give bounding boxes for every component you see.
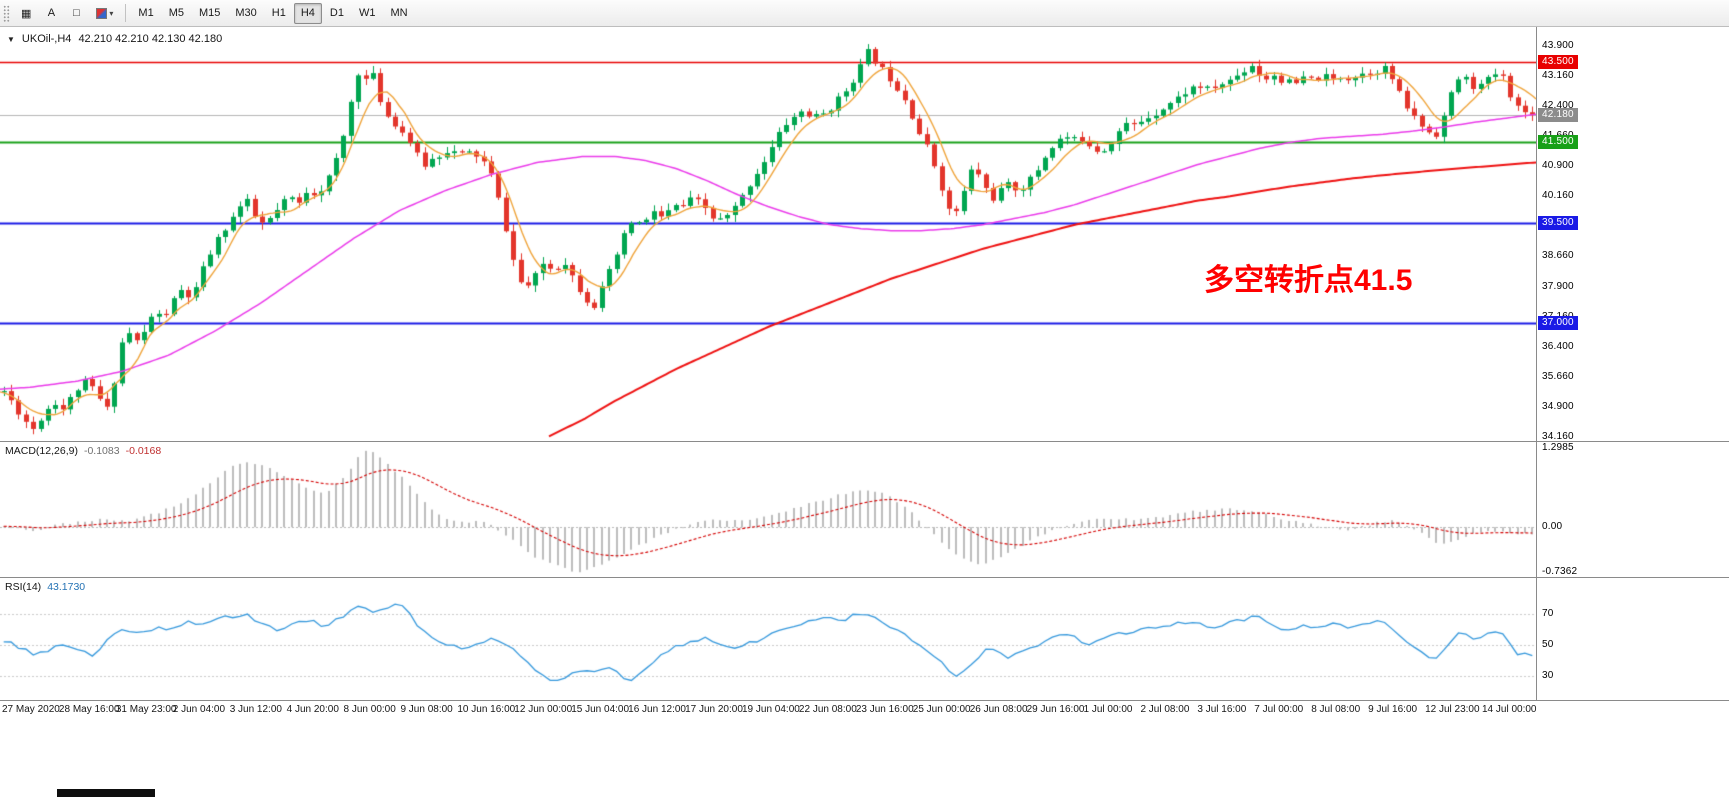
time-axis-label: 15 Jun 04:00 (571, 704, 630, 715)
chart-ohlc-values: 42.210 42.210 42.130 42.180 (78, 33, 223, 45)
time-axis-label: 12 Jul 23:00 (1425, 704, 1480, 715)
text-label-icon: A (47, 7, 56, 19)
price-tick-label: 36.400 (1542, 341, 1574, 353)
price-chart-panel: ▼ UKOil-,H4 42.210 42.210 42.130 42.180 … (0, 27, 1729, 442)
time-axis-label: 29 Jun 16:00 (1026, 704, 1085, 715)
time-axis-label: 10 Jun 16:00 (457, 704, 516, 715)
timeframe-button-m1[interactable]: M1 (131, 3, 160, 24)
tool-group: ▦ A □ ▾ (14, 3, 120, 24)
time-axis-label: 9 Jun 08:00 (400, 704, 453, 715)
time-axis-label: 17 Jun 20:00 (685, 704, 743, 715)
time-axis-label: 4 Jun 20:00 (286, 704, 339, 715)
hline-price-badge: 39.500 (1538, 215, 1578, 230)
time-axis-label: 12 Jun 00:00 (514, 704, 573, 715)
rsi-panel: RSI(14) 43.1730 70 50 30 (0, 577, 1729, 700)
text-label-button[interactable]: A (39, 3, 63, 24)
price-axis-border (1536, 27, 1537, 441)
time-axis-label: 3 Jul 16:00 (1197, 704, 1247, 715)
time-axis-label: 28 May 16:00 (58, 704, 120, 715)
rsi-header: RSI(14) 43.1730 (5, 581, 85, 593)
price-chart-canvas[interactable] (0, 27, 1536, 441)
taskbar-fragment (57, 789, 155, 797)
timeframe-button-m5[interactable]: M5 (162, 3, 191, 24)
time-axis-label: 8 Jul 08:00 (1311, 704, 1361, 715)
hline-price-badge: 41.500 (1538, 135, 1578, 150)
macd-canvas[interactable] (0, 442, 1536, 577)
time-axis-label: 25 Jun 00:00 (912, 704, 971, 715)
chart-text-annotation[interactable]: 多空转折点41.5 (1204, 264, 1413, 297)
toolbar: ▦ A □ ▾ M1 M5 M15 M30 H1 H4 D1 W1 MN (0, 0, 1729, 27)
time-axis-label: 16 Jun 12:00 (628, 704, 686, 715)
time-axis-label: 9 Jul 16:00 (1368, 704, 1418, 715)
price-tick-label: 42.400 (1542, 100, 1574, 112)
chart-windows-icon: ▦ (21, 7, 32, 20)
price-tick-label: 40.160 (1542, 190, 1574, 202)
timeframe-button-m30[interactable]: M30 (228, 3, 263, 24)
collapse-triangle-icon[interactable]: ▼ (7, 34, 15, 44)
time-axis-label: 23 Jun 16:00 (855, 704, 914, 715)
price-tick-label: 34.160 (1542, 430, 1574, 442)
rsi-level-label: 70 (1542, 608, 1554, 619)
rsi-canvas[interactable] (0, 578, 1536, 700)
time-axis-label: 2 Jul 08:00 (1140, 704, 1190, 715)
hline-price-badge: 43.500 (1538, 55, 1578, 70)
time-axis-label: 7 Jul 00:00 (1254, 704, 1304, 715)
time-axis-label: 3 Jun 12:00 (229, 704, 282, 715)
chart-title: ▼ UKOil-,H4 42.210 42.210 42.130 42.180 (7, 33, 222, 45)
time-axis-label: 27 May 2020 (2, 704, 60, 715)
timeframe-button-d1[interactable]: D1 (323, 3, 351, 24)
rsi-level-label: 50 (1542, 639, 1554, 650)
macd-tick-label: -0.7362 (1542, 566, 1578, 577)
rsi-value: 43.1730 (47, 581, 86, 593)
line-color-button[interactable]: ▾ (89, 3, 120, 24)
time-axis-label: 14 Jul 00:00 (1482, 704, 1537, 715)
color-picker-icon (96, 7, 108, 19)
rsi-level-label: 30 (1542, 670, 1554, 681)
price-tick-label: 35.660 (1542, 370, 1574, 382)
bid-price-badge: 42.180 (1538, 108, 1578, 123)
macd-axis-border (1536, 442, 1537, 577)
macd-tick-label: 1.2985 (1542, 442, 1574, 453)
chart-windows-button[interactable]: ▦ (14, 3, 38, 24)
time-axis-label: 2 Jun 04:00 (172, 704, 226, 715)
timeframe-button-mn[interactable]: MN (383, 3, 414, 24)
chart-symbol-period: UKOil-,H4 (21, 33, 72, 45)
macd-axis: 1.2985 0.00 -0.7362 (1537, 442, 1729, 577)
time-axis-label: 31 May 23:00 (115, 704, 177, 715)
price-tick-label: 40.900 (1542, 160, 1574, 172)
dropdown-arrow-icon: ▾ (109, 8, 114, 18)
time-axis-label: 19 Jun 04:00 (742, 704, 800, 715)
price-tick-label: 43.160 (1542, 69, 1574, 81)
timeframe-button-h4[interactable]: H4 (293, 2, 322, 24)
draw-shape-button[interactable]: □ (64, 3, 88, 24)
time-axis-label: 22 Jun 08:00 (798, 704, 857, 715)
toolbar-separator (125, 4, 127, 22)
time-axis-label: 8 Jun 00:00 (343, 704, 396, 715)
price-axis: 43.90043.16042.40041.66040.90040.16039.4… (1537, 27, 1729, 442)
rsi-title: RSI(14) (5, 581, 42, 593)
timeframe-button-w1[interactable]: W1 (352, 3, 383, 24)
rsi-axis: 70 50 30 (1537, 578, 1729, 700)
macd-value: -0.1083 (83, 445, 120, 457)
toolbar-grip[interactable] (3, 4, 10, 22)
macd-tick-label: 0.00 (1542, 521, 1563, 533)
shape-icon: □ (73, 7, 80, 19)
macd-signal-value: -0.0168 (125, 445, 162, 457)
price-tick-label: 43.900 (1542, 40, 1574, 51)
time-axis[interactable]: 27 May 2020 28 May 16:00 31 May 23:00 2 Jun… (0, 700, 1729, 717)
macd-header: MACD(12,26,9) -0.1083 -0.0168 (5, 445, 161, 457)
macd-panel: MACD(12,26,9) -0.1083 -0.0168 1.2985 0.00… (0, 441, 1729, 577)
time-axis-label: 26 Jun 08:00 (969, 704, 1028, 715)
price-tick-label: 38.660 (1542, 250, 1574, 262)
macd-title: MACD(12,26,9) (5, 445, 78, 457)
price-tick-label: 37.900 (1542, 280, 1574, 292)
time-axis-label: 1 Jul 00:00 (1083, 704, 1133, 715)
rsi-axis-border (1536, 578, 1537, 700)
price-tick-label: 34.900 (1542, 401, 1574, 413)
timeframe-button-h1[interactable]: H1 (265, 3, 293, 24)
timeframe-group: M1 M5 M15 M30 H1 H4 D1 W1 MN (131, 2, 414, 24)
timeframe-button-m15[interactable]: M15 (192, 3, 227, 24)
hline-price-badge: 37.000 (1538, 315, 1578, 330)
